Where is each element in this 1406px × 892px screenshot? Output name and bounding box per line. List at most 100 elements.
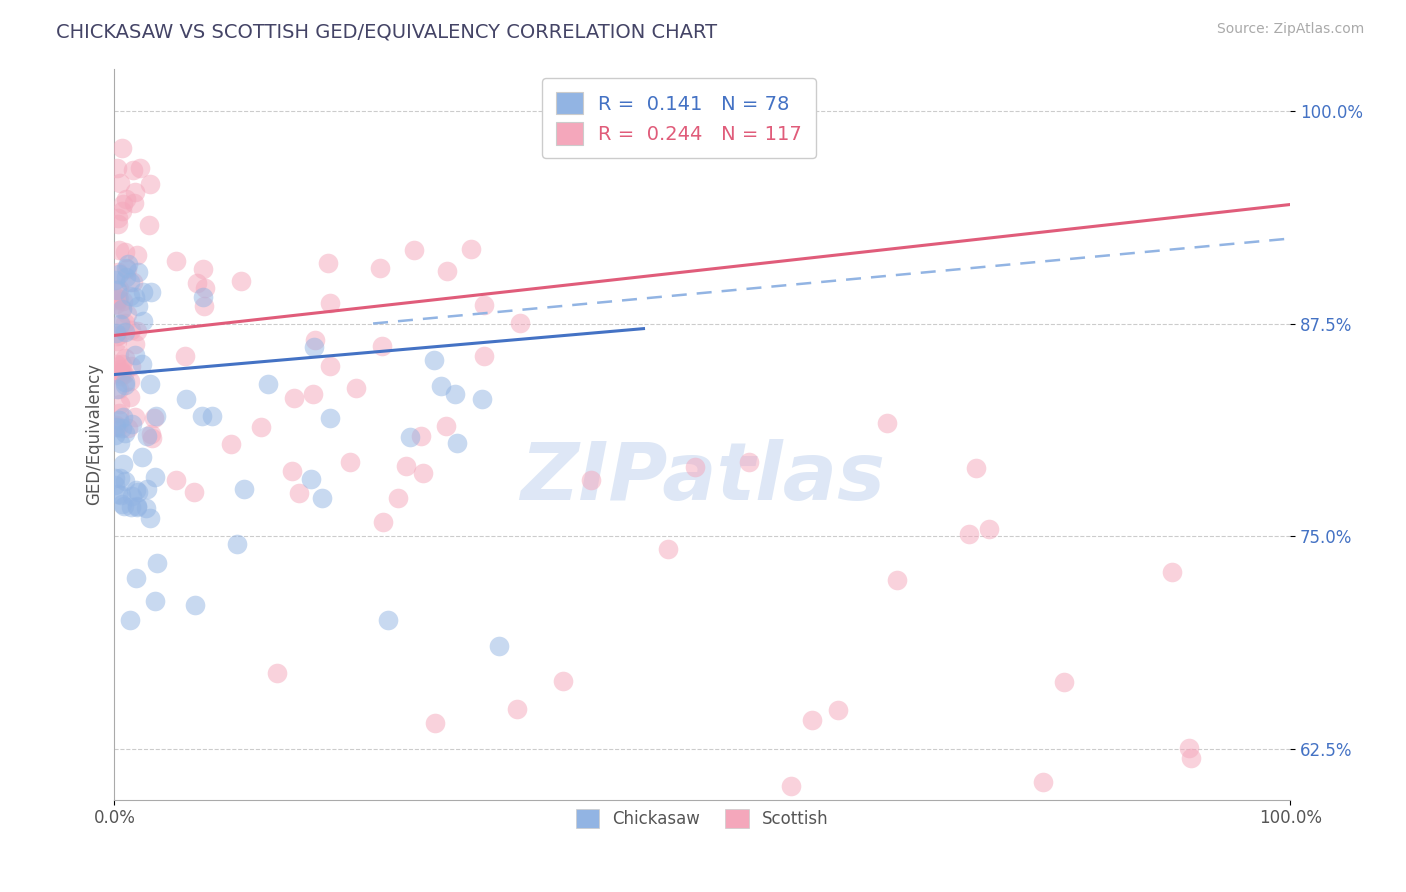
Point	[965, 461, 987, 475]
Point	[111, 196, 134, 211]
Text: CHICKASAW VS SCOTTISH GED/EQUIVALENCY CORRELATION CHART: CHICKASAW VS SCOTTISH GED/EQUIVALENCY CO…	[56, 22, 717, 41]
Point	[120, 613, 142, 627]
Point	[304, 333, 326, 347]
Point	[111, 366, 134, 380]
Point	[657, 541, 679, 556]
Point	[139, 285, 162, 300]
Point	[184, 598, 207, 612]
Point	[111, 420, 134, 434]
Point	[311, 491, 333, 505]
Point	[319, 359, 342, 373]
Point	[125, 248, 148, 262]
Point	[111, 140, 134, 154]
Point	[114, 260, 136, 275]
Point	[121, 162, 143, 177]
Point	[105, 283, 128, 297]
Text: ZIPatlas: ZIPatlas	[520, 439, 884, 516]
Point	[118, 374, 141, 388]
Point	[226, 537, 249, 551]
Point	[114, 351, 136, 366]
Point	[131, 450, 153, 464]
Point	[107, 292, 129, 306]
Point	[233, 483, 256, 497]
Point	[108, 436, 131, 450]
Point	[115, 270, 138, 285]
Point	[114, 378, 136, 392]
Point	[115, 262, 138, 277]
Point	[395, 459, 418, 474]
Point	[103, 365, 125, 379]
Point	[105, 357, 128, 371]
Point	[800, 714, 823, 728]
Point	[281, 464, 304, 478]
Point	[108, 362, 131, 376]
Point	[104, 326, 127, 340]
Point	[125, 500, 148, 514]
Point	[120, 359, 142, 374]
Point	[1032, 774, 1054, 789]
Point	[1178, 740, 1201, 755]
Point	[125, 571, 148, 585]
Point	[346, 381, 368, 395]
Point	[124, 409, 146, 424]
Point	[131, 357, 153, 371]
Point	[402, 243, 425, 257]
Point	[120, 500, 142, 514]
Point	[141, 431, 163, 445]
Point	[257, 377, 280, 392]
Point	[319, 296, 342, 310]
Point	[108, 347, 131, 361]
Point	[827, 703, 849, 717]
Point	[111, 301, 134, 315]
Point	[183, 484, 205, 499]
Point	[105, 329, 128, 343]
Point	[131, 285, 153, 299]
Point	[132, 313, 155, 327]
Point	[114, 325, 136, 339]
Point	[108, 267, 131, 281]
Point	[124, 185, 146, 199]
Point	[683, 459, 706, 474]
Point	[506, 702, 529, 716]
Point	[165, 473, 187, 487]
Point	[436, 419, 458, 434]
Point	[142, 411, 165, 425]
Point	[107, 265, 129, 279]
Point	[371, 339, 394, 353]
Point	[876, 416, 898, 430]
Point	[122, 196, 145, 211]
Point	[472, 350, 495, 364]
Point	[127, 485, 149, 500]
Point	[146, 557, 169, 571]
Point	[127, 265, 149, 279]
Point	[266, 666, 288, 681]
Point	[301, 387, 323, 401]
Point	[104, 273, 127, 287]
Point	[191, 261, 214, 276]
Point	[114, 474, 136, 488]
Point	[429, 379, 451, 393]
Point	[219, 437, 242, 451]
Point	[105, 293, 128, 307]
Point	[201, 409, 224, 423]
Point	[250, 419, 273, 434]
Point	[125, 324, 148, 338]
Point	[551, 674, 574, 689]
Y-axis label: GED/Equivalency: GED/Equivalency	[86, 363, 103, 505]
Point	[124, 290, 146, 304]
Point	[104, 471, 127, 485]
Point	[446, 435, 468, 450]
Point	[108, 318, 131, 332]
Point	[104, 477, 127, 491]
Legend: Chickasaw, Scottish: Chickasaw, Scottish	[569, 803, 835, 835]
Point	[780, 779, 803, 793]
Point	[110, 317, 132, 331]
Point	[127, 299, 149, 313]
Point	[398, 430, 420, 444]
Point	[111, 497, 134, 511]
Point	[112, 457, 135, 471]
Point	[104, 428, 127, 442]
Text: Source: ZipAtlas.com: Source: ZipAtlas.com	[1216, 22, 1364, 37]
Point	[105, 161, 128, 176]
Point	[316, 256, 339, 270]
